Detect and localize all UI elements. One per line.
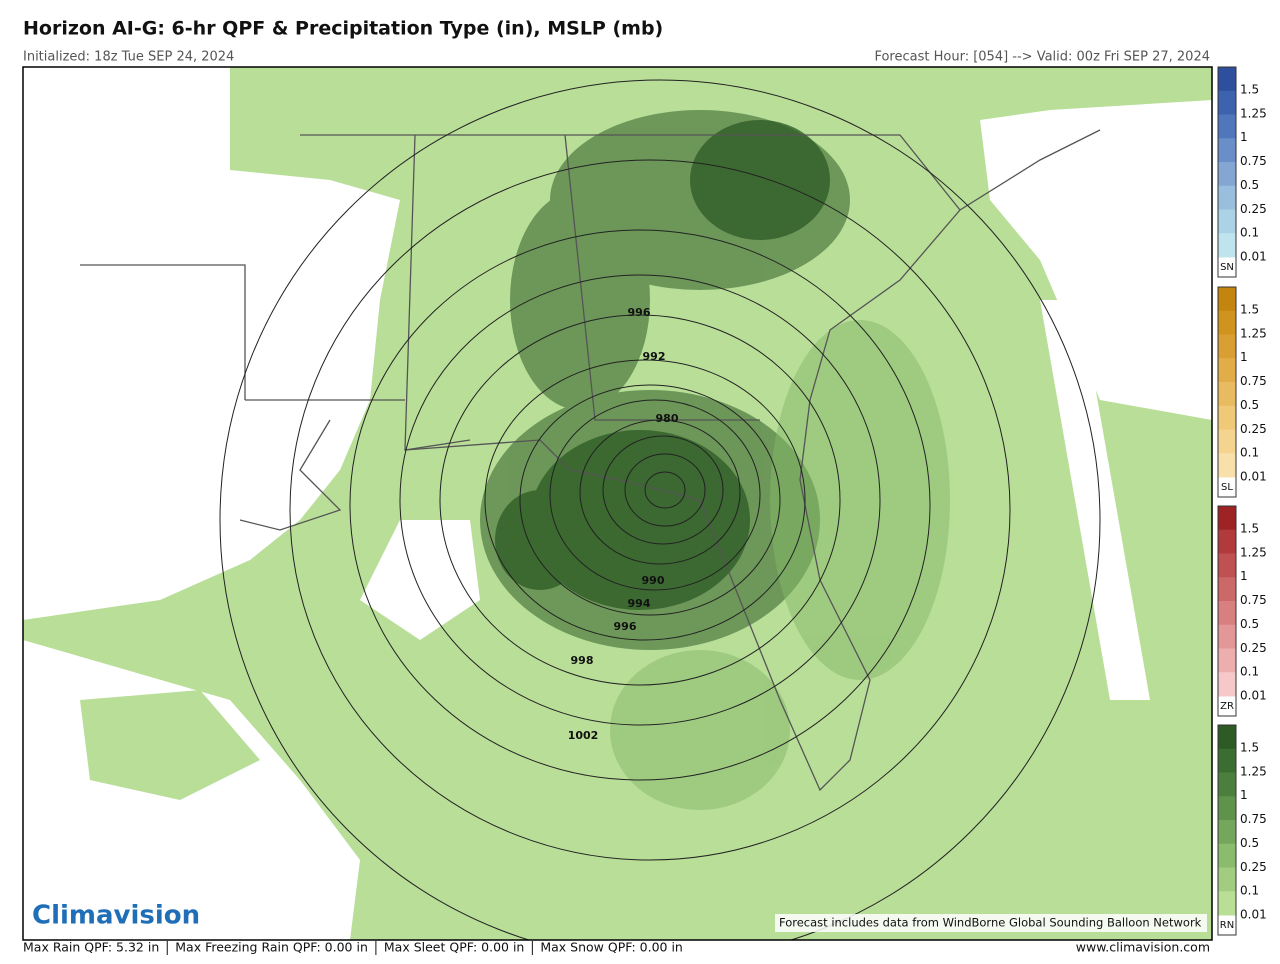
- colorbar-swatch: [1218, 577, 1236, 602]
- isobar-label: 998: [571, 654, 594, 667]
- isobar-labels: 996 992 980 990 994 996 998 1002: [568, 306, 679, 742]
- colorbar-frame: [1217, 66, 1237, 278]
- colorbar-label: 1.5: [1240, 303, 1259, 317]
- colorbar-swatch: [1218, 209, 1236, 234]
- colorbar-label: 0.01: [1240, 250, 1267, 264]
- colorbar-swatch: [1218, 891, 1236, 916]
- colorbar-swatch: [1218, 624, 1236, 649]
- colorbar-swatch: [1218, 138, 1236, 163]
- colorbar-swatch: [1218, 867, 1236, 892]
- colorbar-swatch: [1218, 310, 1236, 335]
- colorbar-swatch: [1218, 358, 1236, 383]
- colorbar-label: 0.01: [1240, 689, 1267, 703]
- colorbar-label: 0.25: [1240, 422, 1267, 436]
- colorbar-swatch: [1218, 648, 1236, 673]
- colorbar-frame: [1217, 724, 1237, 936]
- footer-stat: Max Snow QPF: 0.00 in: [540, 940, 683, 955]
- isobar-label: 996: [614, 620, 637, 633]
- colorbar-label: 1: [1240, 569, 1248, 583]
- colorbar-swatch: [1218, 287, 1236, 312]
- colorbar-swatch: [1218, 672, 1236, 697]
- colorbar-swatch: [1218, 553, 1236, 578]
- colorbar-label: 0.75: [1240, 593, 1267, 607]
- colorbar-label: 1.25: [1240, 545, 1267, 559]
- footer-stat: Max Sleet QPF: 0.00 in: [384, 940, 524, 955]
- url: www.climavision.com: [1076, 940, 1210, 955]
- colorbar-swatch: [1218, 114, 1236, 139]
- isobar-label: 994: [628, 597, 651, 610]
- colorbar-swatch: [1218, 233, 1236, 258]
- colorbar-swatch: [1218, 67, 1236, 92]
- colorbar-label: 0.1: [1240, 665, 1259, 679]
- colorbar-type: SN: [1220, 262, 1234, 273]
- colorbar-label: 0.75: [1240, 374, 1267, 388]
- colorbar-label: 0.1: [1240, 884, 1259, 898]
- initialized: Initialized: 18z Tue SEP 24, 2024: [23, 50, 234, 65]
- isobar-label: 992: [643, 350, 666, 363]
- colorbar-label: 0.1: [1240, 446, 1259, 460]
- colorbar-label: 1: [1240, 130, 1248, 144]
- colorbar-swatch: [1218, 453, 1236, 478]
- colorbar-frame: [1217, 286, 1237, 498]
- colorbar-swatch: [1218, 382, 1236, 407]
- colorbar-swatch: [1218, 185, 1236, 210]
- colorbar-label: 1.5: [1240, 522, 1259, 536]
- colorbar-label: 1: [1240, 350, 1248, 364]
- colorbar-label: 0.25: [1240, 641, 1267, 655]
- valid-time: Forecast Hour: [054] --> Valid: 00z Fri …: [874, 50, 1210, 65]
- colorbar-label: 0.75: [1240, 812, 1267, 826]
- colorbar-type: ZR: [1220, 701, 1234, 712]
- colorbar-label: 0.01: [1240, 908, 1267, 922]
- isobar-label: 980: [656, 412, 679, 425]
- colorbar-swatch: [1218, 820, 1236, 845]
- colorbar-frame: [1217, 505, 1237, 717]
- colorbar-swatch: [1218, 405, 1236, 430]
- colorbar-swatch: [1218, 772, 1236, 797]
- footer-stat: Max Freezing Rain QPF: 0.00 in: [175, 940, 368, 955]
- colorbar-swatch: [1218, 796, 1236, 821]
- colorbar-label: 0.5: [1240, 398, 1259, 412]
- colorbar-label: 0.75: [1240, 154, 1267, 168]
- colorbar-label: 1.5: [1240, 741, 1259, 755]
- logo: Climavision: [32, 901, 200, 931]
- isobar-label: 1002: [568, 729, 599, 742]
- colorbars: 1.5 1.25 1 0.75 0.5 0.25 0.1 0.01 SN 1.5 1.25 1 0.75…: [1217, 66, 1267, 936]
- colorbar-label: 0.25: [1240, 860, 1267, 874]
- colorbar-swatch: [1218, 601, 1236, 626]
- colorbar-type: RN: [1220, 920, 1234, 931]
- isobar-label: 996: [628, 306, 651, 319]
- isobar-label: 990: [642, 574, 665, 587]
- colorbar-label: 0.5: [1240, 178, 1259, 192]
- colorbar-swatch: [1218, 748, 1236, 773]
- map: [22, 66, 1213, 941]
- credit: Forecast includes data from WindBorne Gl…: [779, 916, 1202, 930]
- colorbar-label: 1: [1240, 788, 1248, 802]
- colorbar-label: 1.5: [1240, 83, 1259, 97]
- colorbar-swatch: [1218, 843, 1236, 868]
- colorbar-swatch: [1218, 529, 1236, 554]
- footer-stat: Max Rain QPF: 5.32 in: [23, 940, 159, 955]
- colorbar-label: 0.1: [1240, 226, 1259, 240]
- colorbar-swatch: [1218, 725, 1236, 750]
- title: Horizon AI-G: 6-hr QPF & Precipitation T…: [23, 18, 663, 40]
- colorbar-label: 1.25: [1240, 326, 1267, 340]
- colorbar-swatch: [1218, 506, 1236, 531]
- colorbar-label: 0.5: [1240, 617, 1259, 631]
- colorbar-swatch: [1218, 334, 1236, 359]
- footer-stats: Max Rain QPF: 5.32 in Max Freezing Rain Q…: [23, 940, 683, 955]
- colorbar-label: 1.25: [1240, 106, 1267, 120]
- colorbar-type: SL: [1221, 482, 1233, 493]
- colorbar-label: 1.25: [1240, 764, 1267, 778]
- colorbar-label: 0.5: [1240, 836, 1259, 850]
- colorbar-label: 0.25: [1240, 202, 1267, 216]
- colorbar-swatch: [1218, 90, 1236, 115]
- colorbar-label: 0.01: [1240, 470, 1267, 484]
- colorbar-swatch: [1218, 429, 1236, 454]
- colorbar-swatch: [1218, 162, 1236, 187]
